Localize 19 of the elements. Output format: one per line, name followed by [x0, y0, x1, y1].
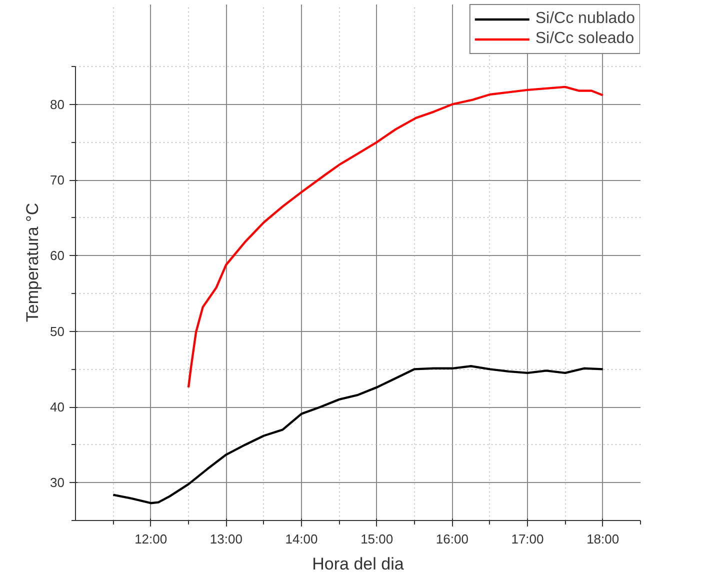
y-tick-label: 80	[50, 96, 65, 112]
y-tick-label: 60	[50, 248, 65, 264]
legend-label: Si/Cc nublado	[535, 10, 635, 28]
x-axis-title: Hora del dia	[312, 554, 404, 574]
x-tick-label: 12:00	[134, 532, 168, 546]
y-tick-label: 40	[50, 400, 65, 414]
legend-label: Si/Cc soleado	[535, 30, 634, 48]
y-tick-label: 50	[50, 324, 65, 339]
y-tick-label: 70	[50, 172, 65, 188]
x-tick-label: 14:00	[285, 532, 318, 546]
y-axis-title: Temperatura °C	[23, 202, 42, 322]
x-tick-label: 18:00	[586, 532, 620, 546]
y-tick-label: 30	[50, 475, 65, 490]
x-tick-label: 16:00	[436, 532, 468, 546]
x-tick-label: 15:00	[360, 532, 394, 546]
x-tick-label: 17:00	[511, 532, 544, 546]
line-series	[112, 365, 604, 504]
line-series	[187, 86, 604, 388]
x-tick-label: 13:00	[210, 532, 242, 546]
